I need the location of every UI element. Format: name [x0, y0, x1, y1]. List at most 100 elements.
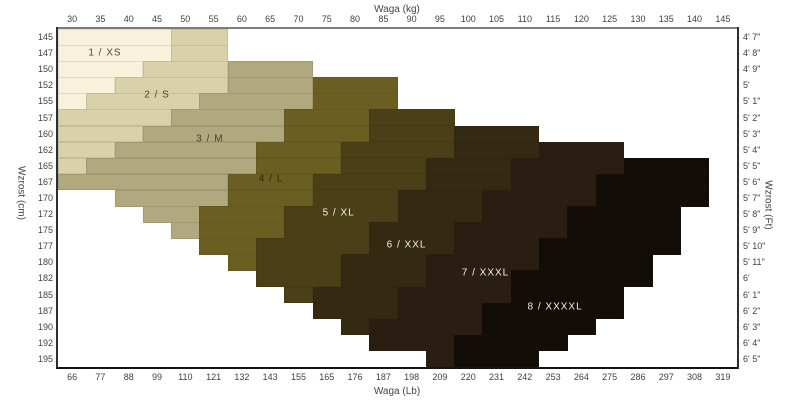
size-band-xs: [58, 93, 87, 110]
size-band-xxxxl: [595, 189, 710, 207]
tick-weight-kg: 80: [350, 14, 361, 24]
size-band-l: [256, 141, 342, 159]
size-band-xxxl: [510, 157, 625, 175]
plot-area: 1 / XS 2 / S 3 / M 4 / L 5 / XL 6 / XXL 7 / XX…: [58, 29, 737, 367]
size-band-m: [114, 189, 229, 207]
tick-weight-lb: 187: [375, 372, 391, 382]
tick-height-cm: 152: [37, 80, 53, 91]
tick-weight-kg: 35: [95, 14, 106, 24]
tick-weight-lb: 66: [67, 372, 78, 382]
tick-weight-lb: 220: [460, 372, 476, 382]
tick-weight-kg: 65: [265, 14, 276, 24]
size-band-xxxxl: [454, 350, 540, 367]
axis-title-weight-kg: Waga (kg): [374, 4, 420, 15]
size-band-xxl: [454, 125, 540, 143]
size-band-xl: [369, 109, 455, 127]
tick-weight-kg: 145: [715, 14, 731, 24]
size-band-s: [86, 93, 200, 110]
size-band-l: [284, 109, 370, 127]
tick-weight-lb: 121: [206, 372, 222, 382]
tick-height-ft: 6' 1": [743, 289, 761, 300]
plot-frame-left: [56, 27, 58, 369]
tick-weight-lb: 110: [178, 372, 193, 382]
tick-height-ft: 4' 8": [743, 48, 761, 59]
tick-height-ft: 5' 5": [743, 160, 761, 171]
tick-weight-kg: 60: [236, 14, 247, 24]
tick-height-ft: 6' 4": [743, 337, 761, 348]
size-label-xxl: 6 / XXL: [386, 239, 427, 251]
size-band-xl: [312, 189, 398, 207]
size-band-xs: [58, 45, 172, 62]
size-band-xxxl: [397, 302, 483, 320]
axis-title-height-ft: Wzrost (Ft): [762, 180, 774, 230]
size-band-xxxl: [369, 318, 483, 336]
tick-height-cm: 147: [37, 48, 53, 59]
size-label-xs: 1 / XS: [88, 47, 122, 59]
tick-weight-lb: 132: [234, 372, 250, 382]
tick-weight-lb: 155: [290, 372, 306, 382]
size-band-s: [171, 29, 229, 46]
tick-height-cm: 172: [37, 209, 53, 220]
tick-height-cm: 190: [37, 321, 53, 332]
tick-height-cm: 157: [37, 112, 53, 123]
tick-height-ft: 4' 7": [743, 32, 761, 43]
tick-weight-kg: 30: [67, 14, 78, 24]
tick-weight-kg: 90: [406, 14, 417, 24]
tick-weight-lb: 253: [545, 372, 561, 382]
size-band-s: [142, 61, 229, 78]
tick-weight-lb: 198: [404, 372, 420, 382]
size-band-xxl: [340, 254, 427, 271]
tick-height-cm: 187: [37, 305, 53, 316]
tick-weight-lb: 286: [630, 372, 646, 382]
size-band-xxl: [369, 222, 455, 239]
size-band-xxxl: [538, 141, 625, 159]
size-band-xxl: [312, 302, 398, 320]
tick-weight-kg: 55: [208, 14, 219, 24]
size-band-xxxxl: [482, 302, 625, 320]
size-band-xxxxl: [595, 173, 710, 191]
plot-frame-bottom: [56, 367, 739, 369]
size-band-xs: [58, 29, 172, 46]
size-band-l: [256, 157, 342, 175]
tick-height-cm: 170: [37, 193, 53, 203]
size-band-m: [227, 61, 314, 78]
size-band-xxxl: [482, 206, 568, 223]
size-band-xxxl: [510, 173, 597, 191]
tick-weight-lb: 209: [432, 372, 448, 382]
size-label-xxxxl: 8 / XXXXL: [527, 301, 583, 313]
tick-weight-kg: 40: [123, 14, 134, 24]
tick-height-ft: 5' 7": [743, 193, 761, 203]
size-band-s: [171, 45, 229, 62]
size-band-xxxxl: [623, 157, 710, 175]
size-band-xxxl: [369, 334, 455, 352]
size-band-xl: [369, 125, 455, 143]
tick-height-ft: 6' 3": [743, 321, 761, 332]
size-band-l: [312, 93, 398, 110]
size-band-xxl: [425, 157, 512, 175]
tick-weight-kg: 110: [517, 14, 532, 24]
tick-weight-lb: 176: [347, 372, 363, 382]
tick-height-cm: 192: [37, 337, 53, 348]
size-band-l: [284, 125, 370, 143]
size-band-l: [312, 77, 398, 94]
tick-weight-kg: 50: [180, 14, 191, 24]
tick-weight-lb: 143: [262, 372, 278, 382]
tick-weight-lb: 275: [602, 372, 618, 382]
tick-weight-lb: 88: [123, 372, 134, 382]
size-band-xl: [256, 254, 342, 271]
tick-height-cm: 167: [37, 176, 53, 187]
size-band-xxxxl: [454, 334, 568, 352]
tick-weight-kg: 70: [293, 14, 304, 24]
tick-height-cm: 150: [37, 64, 53, 75]
size-band-xxxxl: [538, 254, 653, 271]
size-band-m: [86, 157, 257, 175]
size-band-xxxl: [454, 222, 568, 239]
size-band-m: [114, 141, 257, 159]
size-band-l: [199, 222, 285, 239]
tick-height-cm: 182: [37, 273, 53, 284]
size-band-xs: [58, 77, 116, 94]
size-band-m: [142, 206, 200, 223]
size-band-s: [114, 77, 229, 94]
tick-weight-lb: 297: [658, 372, 674, 382]
tick-weight-kg: 135: [658, 14, 674, 24]
